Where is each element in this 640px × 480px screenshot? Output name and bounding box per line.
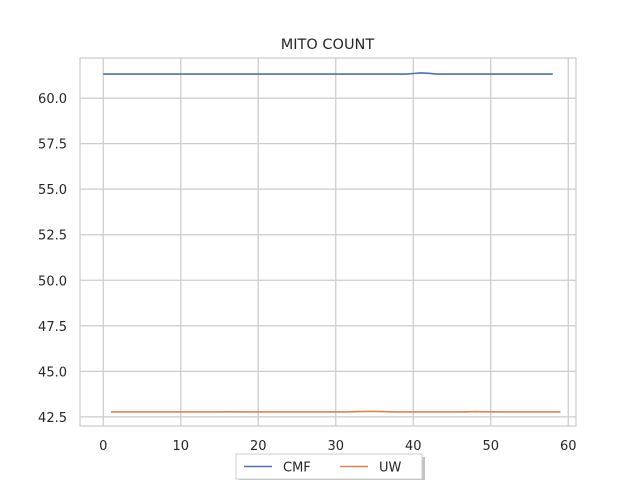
series-line-uw — [111, 410, 561, 413]
y-tick-label: 42.5 — [38, 411, 67, 426]
y-tick-label: 55.0 — [38, 183, 67, 198]
series-lines — [103, 72, 561, 413]
y-tick-label: 57.5 — [38, 138, 67, 153]
legend: CMF UW — [235, 453, 425, 480]
legend-label-uw: UW — [379, 461, 402, 476]
x-tick-label: 20 — [250, 439, 267, 454]
legend-label-cmf: CMF — [283, 461, 311, 476]
y-axis-ticks: 42.5 45.0 47.5 50.0 52.5 55.0 57.5 60.0 — [38, 92, 67, 426]
y-tick-label: 45.0 — [38, 365, 67, 380]
x-axis-ticks: 0 10 20 30 40 50 60 — [99, 439, 576, 454]
plot-area-frame — [79, 57, 577, 427]
series-line-cmf — [103, 72, 553, 75]
grid-lines — [80, 58, 576, 426]
legend-box — [235, 453, 423, 480]
y-tick-label: 60.0 — [38, 92, 67, 107]
y-tick-label: 50.0 — [38, 274, 67, 289]
x-tick-label: 40 — [405, 439, 422, 454]
x-tick-label: 10 — [172, 439, 189, 454]
chart-title: MITO COUNT — [281, 37, 375, 53]
y-tick-label: 47.5 — [38, 320, 67, 335]
x-tick-label: 30 — [327, 439, 344, 454]
y-tick-label: 52.5 — [38, 229, 67, 244]
x-tick-label: 60 — [560, 439, 577, 454]
x-tick-label: 50 — [482, 439, 499, 454]
x-tick-label: 0 — [99, 439, 107, 454]
